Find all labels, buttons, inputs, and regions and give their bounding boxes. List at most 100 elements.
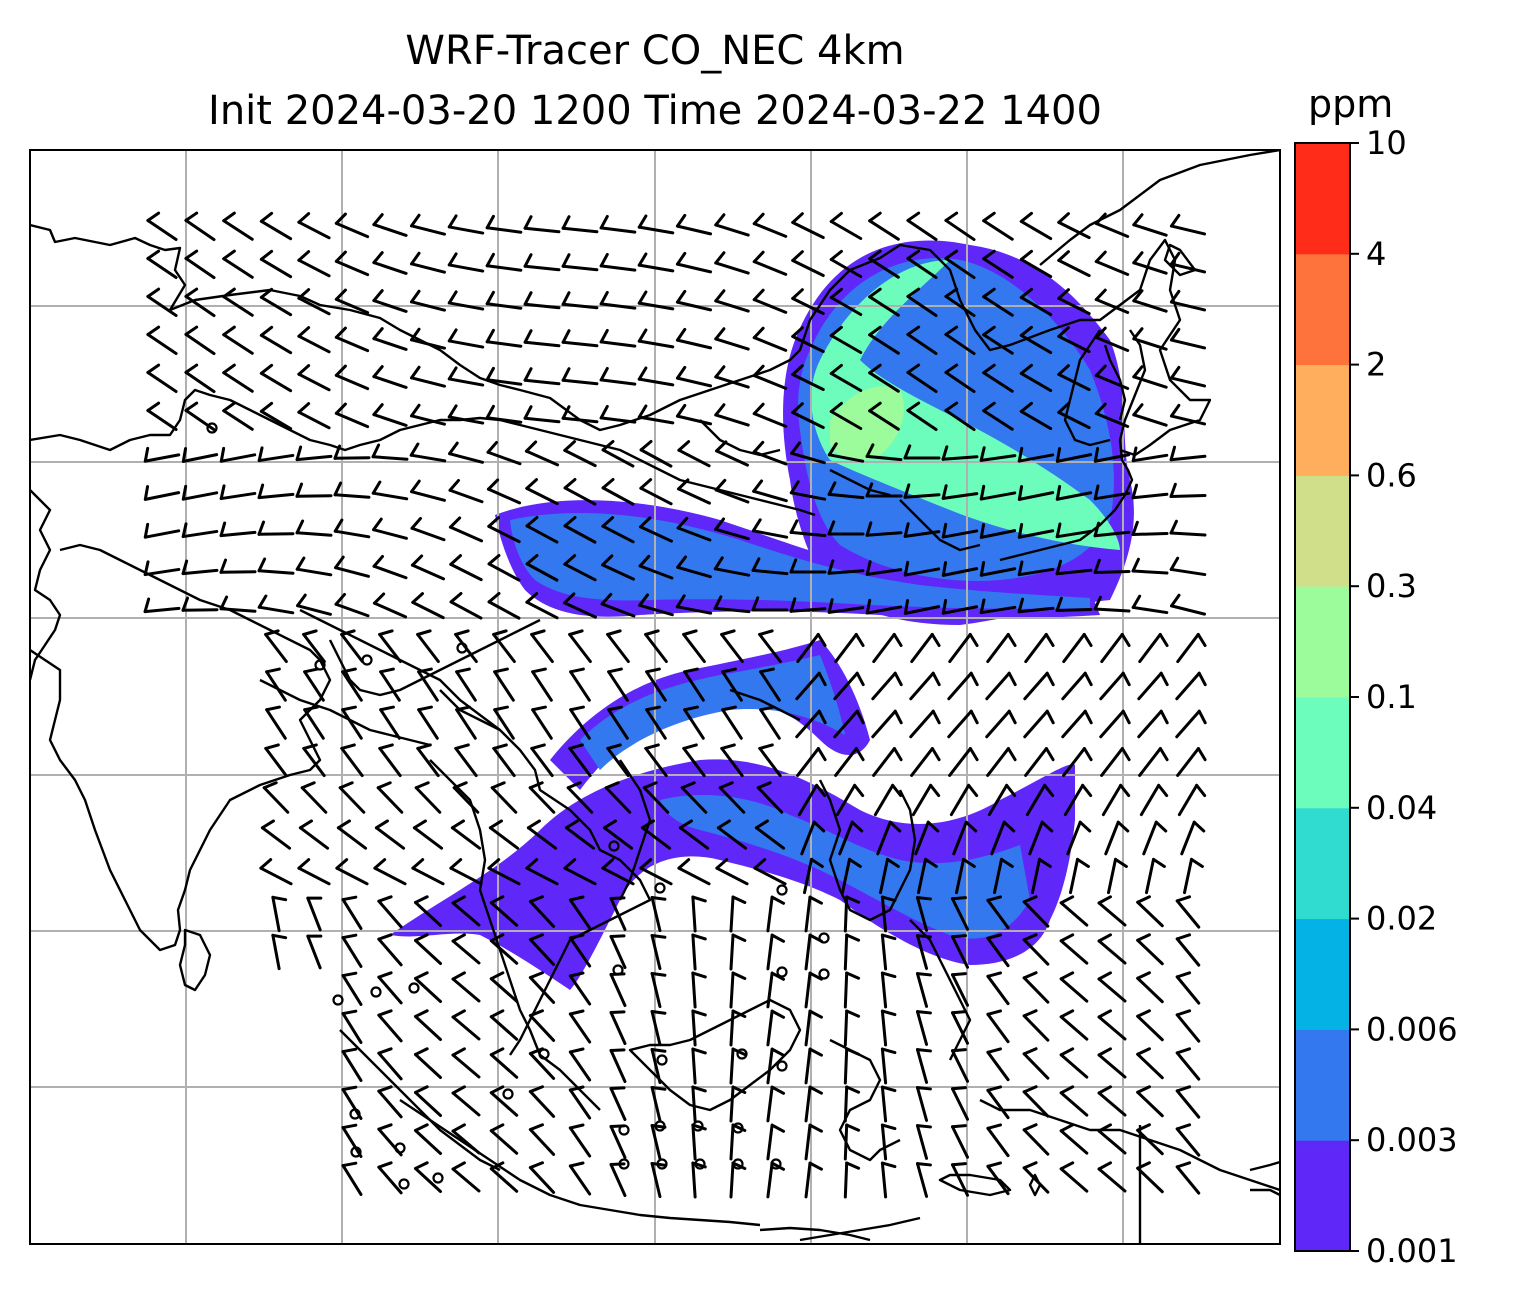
wind-barb	[915, 934, 932, 970]
wind-barb	[1169, 519, 1207, 537]
wind-barb	[906, 287, 938, 318]
wind-barb	[451, 895, 481, 927]
wind-barb	[525, 858, 559, 886]
calm-wind-markers	[206, 422, 830, 1190]
wind-barb	[184, 401, 216, 432]
wind-barb	[948, 747, 979, 777]
wind-barb	[637, 404, 675, 425]
wind-barb	[449, 858, 483, 886]
wind-barb	[372, 403, 408, 427]
wind-barb	[1022, 1123, 1050, 1156]
wind-barb	[489, 1123, 519, 1155]
wind-barb	[1169, 556, 1207, 577]
wind-barb	[729, 933, 747, 971]
calm-wind-circle	[736, 1048, 748, 1060]
wind-barb	[485, 404, 523, 424]
wind-barb	[523, 367, 561, 386]
colorbar-tick-label: 0.02	[1366, 900, 1437, 938]
wind-barb	[146, 287, 178, 318]
wind-barb	[451, 1009, 481, 1041]
wind-barb	[675, 365, 713, 388]
wind-barb	[410, 289, 446, 312]
wind-barb	[449, 554, 483, 582]
wind-barb	[1093, 446, 1131, 463]
wind-barb	[979, 560, 1017, 577]
wind-barb	[650, 1009, 667, 1047]
wind-barb	[410, 479, 446, 502]
wind-barb	[827, 481, 865, 500]
wind-barb	[1028, 820, 1054, 856]
wind-barb	[1131, 520, 1169, 536]
wind-barb	[300, 781, 328, 814]
wind-barb	[489, 1161, 519, 1193]
wind-barb	[1057, 288, 1091, 316]
wind-barb	[265, 667, 287, 702]
wind-barb	[259, 401, 293, 431]
wind-barb	[1136, 1009, 1164, 1042]
wind-barb	[447, 252, 485, 273]
wind-barb	[452, 781, 480, 814]
wind-barb	[447, 328, 485, 349]
wind-barb	[944, 287, 976, 318]
wind-barb	[1093, 521, 1131, 538]
wind-barb	[1023, 671, 1055, 701]
wind-barb	[569, 667, 591, 702]
wind-barb	[986, 971, 1010, 1006]
wind-barb	[675, 327, 713, 350]
wind-barb	[986, 1009, 1010, 1044]
wind-barb	[1100, 747, 1131, 777]
wind-barb	[372, 592, 408, 619]
wind-barb	[531, 667, 553, 702]
wind-barb	[1136, 1123, 1164, 1156]
wind-barb	[1094, 250, 1130, 276]
wind-barb	[796, 632, 827, 664]
wind-barb	[297, 364, 331, 392]
wind-barb	[1099, 671, 1131, 701]
wind-barb	[181, 522, 219, 539]
wind-barb	[259, 858, 293, 886]
wind-barb	[910, 632, 941, 664]
colorbar-tick-label: 0.1	[1366, 678, 1417, 716]
wind-barb	[1057, 326, 1091, 354]
wind-barb	[878, 857, 900, 895]
wind-barb	[414, 895, 442, 928]
wind-barb	[492, 743, 516, 778]
wind-barb	[525, 478, 559, 506]
wind-barb	[639, 478, 673, 506]
wind-barb	[789, 480, 827, 501]
calm-wind-circle	[618, 1124, 630, 1136]
wind-barb	[414, 1009, 442, 1042]
colorbar-tick-label: 0.003	[1366, 1121, 1458, 1159]
wind-barb	[941, 561, 979, 577]
wind-barb	[606, 629, 630, 663]
calm-wind-circle	[618, 1158, 630, 1170]
wind-barb	[1131, 557, 1169, 575]
wind-barb	[752, 479, 788, 503]
wind-barb	[259, 325, 293, 355]
map-frame	[29, 149, 1281, 1245]
wind-barb	[1094, 212, 1130, 238]
wind-barb	[1137, 671, 1169, 701]
wind-barb	[766, 971, 786, 1009]
wind-barb	[948, 632, 979, 664]
wind-barb	[447, 404, 485, 425]
calm-wind-circle	[502, 1088, 514, 1100]
wind-barb	[950, 1010, 970, 1045]
wind-barb	[184, 325, 216, 356]
wind-barb	[609, 1162, 627, 1198]
wind-barb	[834, 632, 865, 664]
wind-barb	[1132, 289, 1168, 313]
wind-barb	[1017, 597, 1055, 614]
calm-wind-circle	[818, 968, 830, 980]
wind-barb	[609, 972, 627, 1008]
wind-barb	[865, 521, 903, 537]
wind-barb	[876, 820, 902, 856]
wind-barb	[341, 1085, 363, 1120]
wind-barb	[766, 1009, 786, 1047]
wind-barb	[638, 593, 674, 617]
wind-barb	[1175, 709, 1207, 739]
wind-barb	[1022, 1009, 1050, 1042]
wind-barb	[804, 1161, 823, 1199]
wind-barb	[1169, 403, 1207, 426]
wind-barb	[372, 554, 408, 580]
